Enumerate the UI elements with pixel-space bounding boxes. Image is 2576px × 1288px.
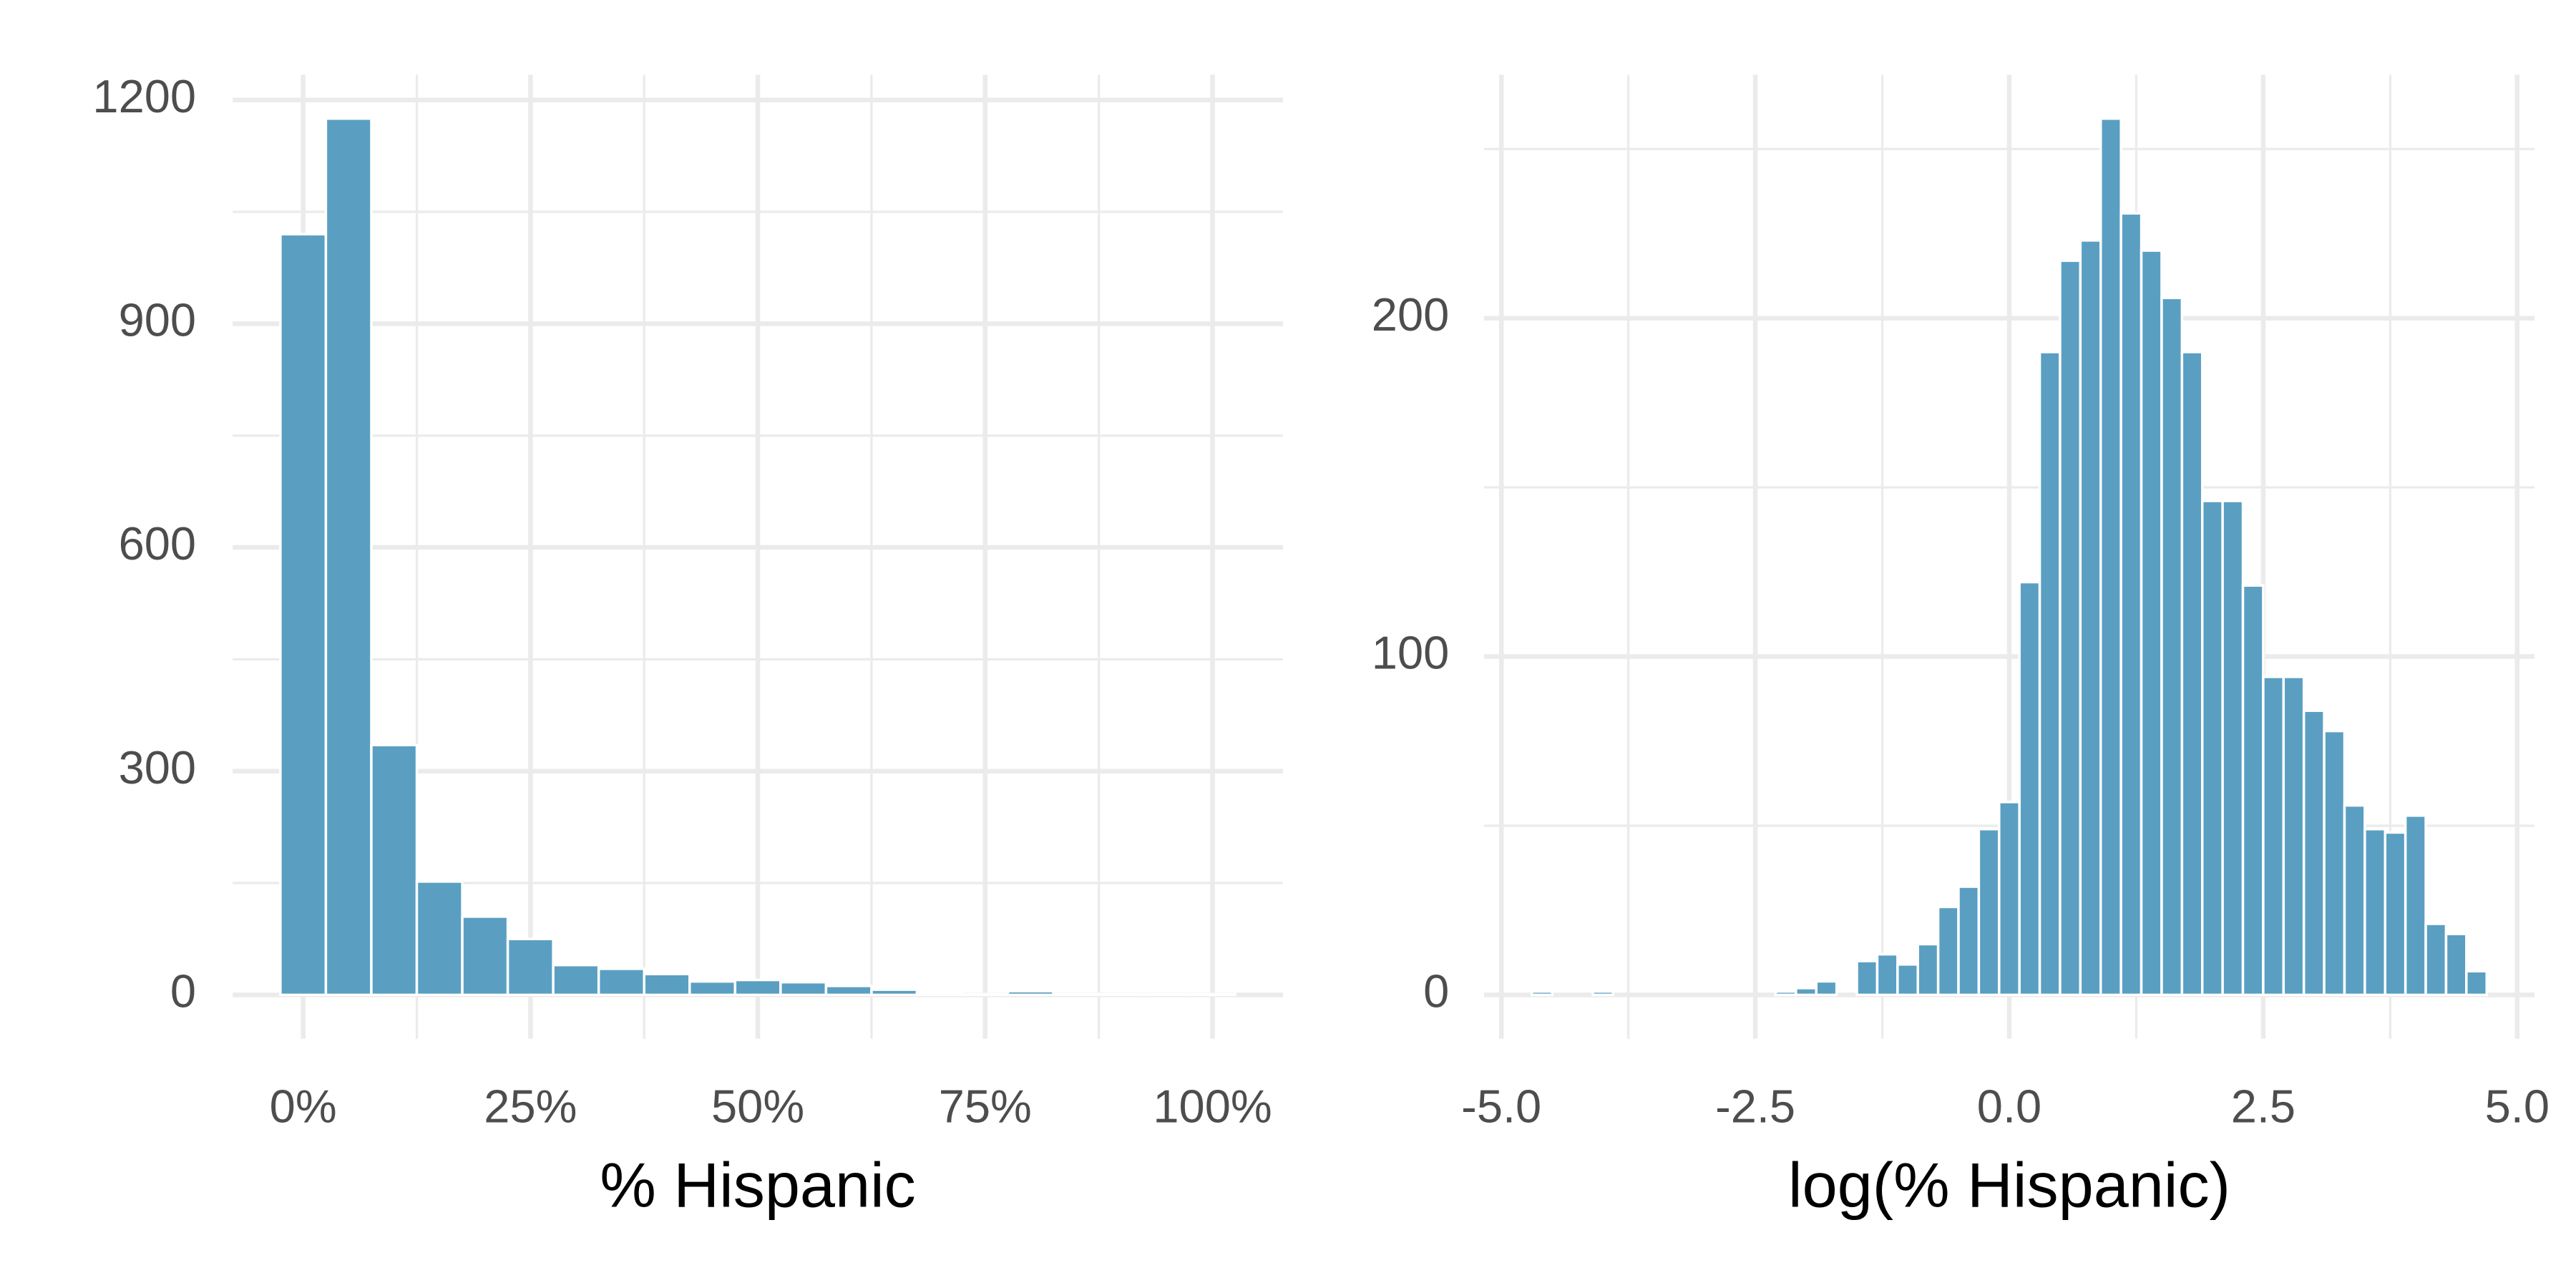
y-tick-label: 1200 bbox=[92, 70, 196, 122]
bar bbox=[1143, 992, 1191, 997]
bar bbox=[688, 980, 737, 997]
x-tick-label: 75% bbox=[939, 1080, 1032, 1133]
bar bbox=[506, 937, 555, 997]
bar bbox=[2241, 584, 2265, 997]
bar bbox=[1774, 990, 1797, 997]
bar bbox=[1591, 990, 1615, 997]
x-tick-label: -2.5 bbox=[1715, 1080, 1795, 1133]
bar bbox=[1006, 990, 1055, 997]
bar bbox=[1815, 980, 1838, 997]
bar bbox=[2018, 580, 2041, 997]
bar bbox=[2059, 259, 2082, 997]
y-tick-label: 100 bbox=[1372, 627, 1449, 679]
y-tick-label: 600 bbox=[119, 517, 196, 570]
x-tick-label: 100% bbox=[1153, 1080, 1272, 1133]
bar bbox=[1855, 960, 1879, 997]
bar bbox=[2465, 970, 2488, 997]
bar bbox=[415, 880, 464, 997]
y-tick-label: 0 bbox=[170, 965, 196, 1018]
bar bbox=[2200, 499, 2224, 997]
x-axis-title: log(% Hispanic) bbox=[1788, 1149, 2230, 1220]
bar bbox=[2302, 709, 2326, 997]
bar bbox=[1916, 942, 1940, 997]
bar bbox=[461, 915, 509, 997]
bar bbox=[2323, 729, 2346, 997]
bar bbox=[1998, 801, 2021, 997]
y-tick-label: 0 bbox=[1423, 965, 1449, 1018]
bar bbox=[2119, 212, 2143, 997]
x-tick-label: -5.0 bbox=[1461, 1080, 1541, 1133]
bar bbox=[2160, 296, 2184, 997]
x-tick-label: 2.5 bbox=[2231, 1080, 2296, 1133]
bar bbox=[1875, 952, 1899, 997]
bar bbox=[643, 972, 691, 997]
y-tick-label: 200 bbox=[1372, 288, 1449, 341]
bar bbox=[915, 992, 964, 997]
bar bbox=[1896, 963, 1919, 997]
bar bbox=[1531, 990, 1553, 997]
bar bbox=[2180, 351, 2204, 997]
bar bbox=[2384, 831, 2407, 997]
bar bbox=[2140, 249, 2163, 997]
bar bbox=[552, 963, 600, 997]
bar bbox=[2424, 922, 2448, 997]
bar bbox=[870, 988, 919, 997]
bar bbox=[1936, 905, 1960, 997]
bar bbox=[2262, 675, 2285, 997]
bar bbox=[1052, 992, 1101, 997]
bar bbox=[2444, 932, 2468, 997]
bar bbox=[961, 992, 1010, 997]
x-axis-title: % Hispanic bbox=[600, 1149, 915, 1220]
bar bbox=[279, 233, 328, 997]
x-tick-label: 25% bbox=[484, 1080, 577, 1133]
bar bbox=[324, 117, 373, 997]
bar bbox=[2404, 814, 2427, 997]
x-tick-label: 0% bbox=[270, 1080, 337, 1133]
bar bbox=[2282, 675, 2306, 997]
bar bbox=[2038, 351, 2062, 997]
bar bbox=[1957, 885, 1981, 997]
bar bbox=[733, 978, 782, 997]
bar bbox=[1189, 992, 1237, 997]
bar bbox=[2099, 117, 2122, 997]
bar bbox=[824, 985, 873, 997]
bar bbox=[2343, 804, 2366, 997]
y-tick-label: 900 bbox=[119, 294, 196, 346]
bar bbox=[2221, 499, 2245, 997]
bar bbox=[1977, 827, 2001, 997]
x-tick-label: 0.0 bbox=[1977, 1080, 2041, 1133]
x-tick-label: 5.0 bbox=[2485, 1080, 2550, 1133]
bar bbox=[2079, 239, 2102, 997]
bar bbox=[1795, 987, 1818, 997]
bar bbox=[1097, 992, 1146, 997]
x-tick-label: 50% bbox=[711, 1080, 804, 1133]
bar bbox=[597, 967, 645, 997]
bar bbox=[370, 743, 419, 997]
bar bbox=[2363, 827, 2386, 997]
y-tick-label: 300 bbox=[119, 741, 196, 794]
bar bbox=[779, 980, 828, 997]
